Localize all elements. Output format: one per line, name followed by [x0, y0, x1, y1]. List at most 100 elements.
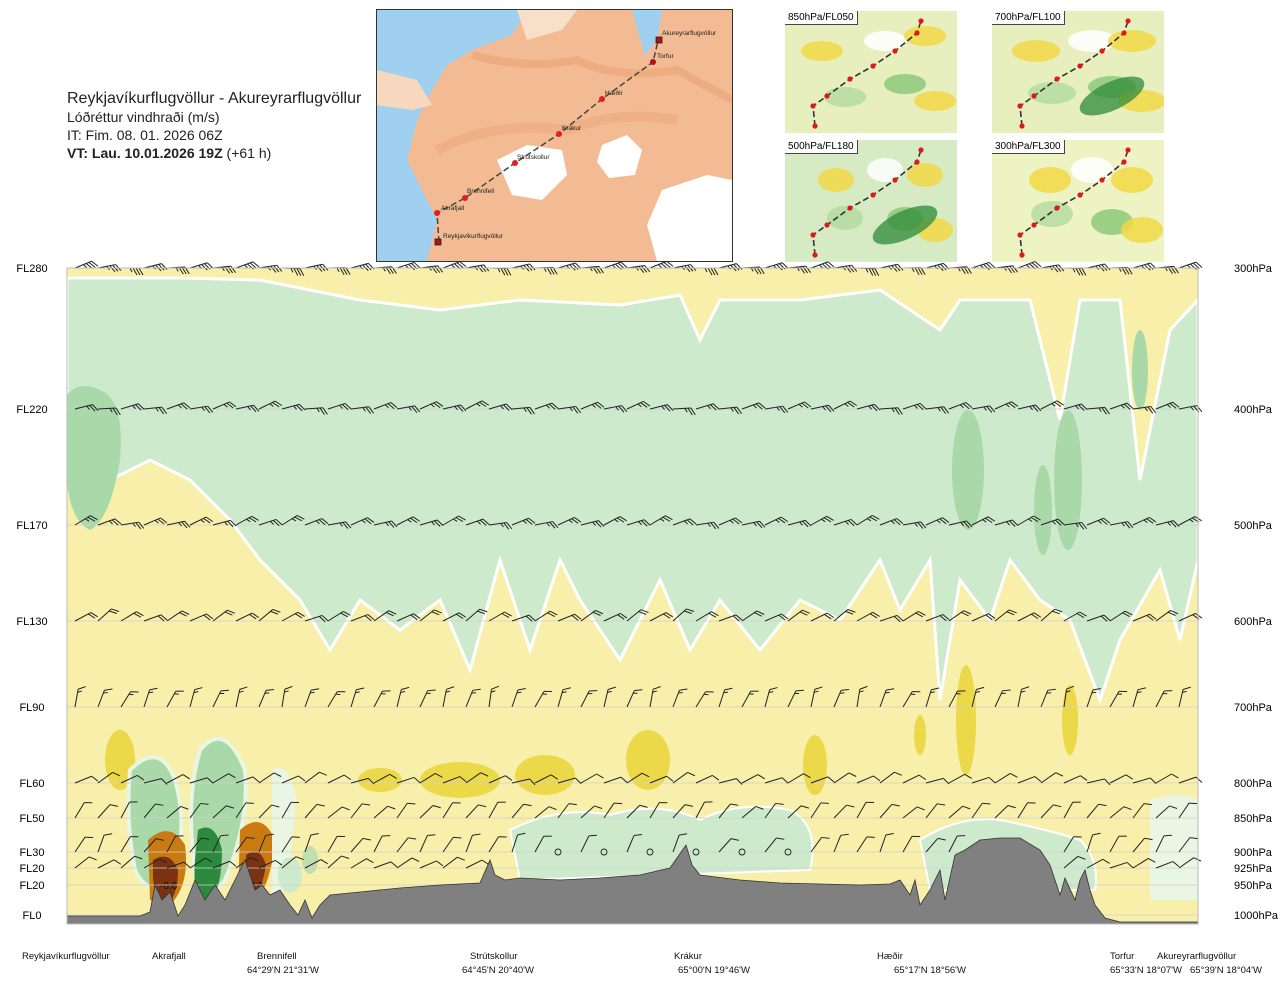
y-tick-label-left: FL60 — [19, 778, 44, 790]
wind-barb — [1040, 804, 1062, 819]
panel-waypoint — [1019, 123, 1025, 129]
wind-barb — [143, 263, 168, 272]
level-panel[interactable]: 850hPa/FL050 — [785, 11, 957, 133]
wind-barb — [649, 686, 661, 708]
wind-barb — [419, 265, 444, 274]
wind-barb — [580, 401, 605, 410]
vertical-velocity-field: -0.6 -0.6 — [67, 268, 1198, 905]
panel-waypoint — [810, 103, 816, 109]
wind-barb — [695, 774, 720, 784]
wind-barb — [143, 517, 168, 526]
wind-barb — [1132, 262, 1157, 271]
wind-barb — [948, 773, 972, 784]
wind-barb — [465, 833, 481, 853]
wind-barb — [212, 609, 235, 622]
wind-barb — [1040, 518, 1065, 526]
wind-barb — [1109, 521, 1134, 529]
wind-barb — [350, 614, 375, 622]
wind-barb — [1155, 401, 1180, 410]
wind-barb — [350, 858, 374, 869]
level-panel[interactable]: 300hPa/FL300 — [992, 140, 1164, 262]
level-panel[interactable]: 700hPa/FL100 — [992, 11, 1164, 133]
wind-barb — [948, 520, 973, 528]
wind-barb — [488, 775, 513, 784]
wind-barb — [143, 803, 164, 819]
wind-barb — [465, 804, 487, 819]
wind-barb — [1086, 858, 1110, 869]
glacier — [647, 175, 732, 261]
wind-barb — [948, 690, 966, 708]
wind-barb — [350, 262, 375, 271]
wind-barb — [511, 614, 536, 622]
wind-barb — [741, 266, 765, 275]
wind-barb — [1155, 773, 1179, 784]
wind-barb — [166, 805, 189, 819]
wind-barb — [442, 802, 461, 819]
wind-barb — [557, 777, 582, 785]
wind-barb — [212, 860, 237, 869]
wind-barb — [235, 776, 260, 784]
wind-barb — [74, 260, 99, 269]
panel-waypoint — [1031, 222, 1037, 228]
pressure-level-labels: 300hPa 400hPa 500hPa 600hPa 700hPa 800hPa 850h… — [1234, 263, 1279, 922]
wind-barb — [189, 777, 214, 784]
wind-barb — [994, 609, 1017, 622]
wind-barb — [1063, 836, 1082, 853]
wind-barb — [1132, 803, 1152, 819]
wind-barb — [396, 802, 416, 819]
field-blob — [884, 74, 926, 94]
wind-barb — [74, 612, 98, 622]
wind-barb — [741, 774, 765, 784]
wind-barb — [948, 610, 972, 622]
wind-barb — [1063, 801, 1081, 819]
wind-barb — [304, 614, 329, 623]
panel-waypoint — [892, 177, 898, 183]
x-label-brennifell: Brennifell — [257, 951, 297, 962]
wind-barb — [97, 859, 122, 869]
wind-barb — [442, 836, 462, 853]
wind-barb — [1109, 266, 1133, 275]
wind-barb — [902, 521, 927, 529]
wind-barb — [580, 690, 598, 708]
y-tick-label-left: FL90 — [19, 702, 44, 714]
wind-barb — [373, 773, 397, 784]
wind-barb — [235, 515, 259, 526]
panel-field — [992, 140, 1164, 262]
wind-barb — [419, 834, 436, 853]
wind-barb — [396, 857, 420, 869]
wind-barb — [212, 834, 229, 853]
wind-barb — [120, 521, 145, 530]
wind-barb — [925, 687, 940, 708]
wind-barb — [695, 801, 713, 819]
wind-barb — [649, 612, 673, 622]
contour-label: -0.6 — [246, 881, 264, 892]
panel-route — [812, 149, 922, 256]
wind-barb — [74, 836, 94, 853]
x-label-strutskollur: Strútskollur — [470, 951, 518, 962]
wind-barb — [741, 805, 764, 819]
wind-barb — [672, 833, 688, 853]
sea-north — [632, 10, 662, 55]
wind-barb — [1132, 687, 1146, 708]
wind-barb — [511, 263, 536, 272]
field-blob — [907, 163, 943, 187]
title-block: Reykjavíkurflugvöllur - Akureyrarflugvöl… — [67, 90, 361, 162]
wind-barb — [810, 836, 830, 853]
wind-barb — [672, 264, 697, 273]
wind-barb — [1086, 778, 1111, 786]
wind-barb — [1132, 613, 1157, 622]
wind-barb — [1109, 861, 1134, 869]
wind-barb — [74, 802, 93, 819]
wind-barb — [74, 686, 86, 708]
panel-waypoint — [870, 63, 876, 69]
wind-barb — [235, 404, 260, 413]
panel-waypoint — [1099, 48, 1105, 54]
wind-barb — [1178, 857, 1202, 869]
wind-barb — [120, 691, 139, 708]
wind-barb — [1017, 776, 1042, 784]
level-panel[interactable]: 500hPa/FL180 — [785, 140, 957, 262]
parameter-label: Lóðréttur vindhraði (m/s) — [67, 109, 220, 125]
wind-barb — [718, 687, 733, 708]
wind-barb — [120, 801, 138, 819]
wind-barb — [833, 804, 855, 819]
